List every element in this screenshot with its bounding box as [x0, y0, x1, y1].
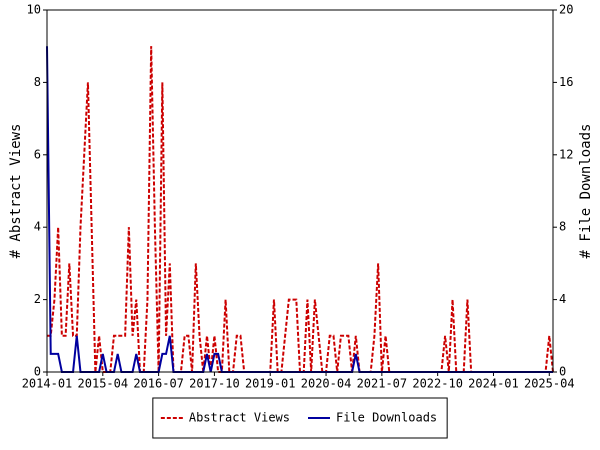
x-tick-label: 2020-04	[301, 377, 352, 391]
x-tick-label: 2024-01	[468, 377, 519, 391]
x-tick-label: 2022-10	[412, 377, 463, 391]
x-tick-label: 2021-07	[357, 377, 408, 391]
y-tick-label: 4	[34, 220, 41, 234]
y2-tick-label: 20	[559, 3, 573, 17]
y-tick-label: 6	[34, 147, 41, 161]
x-tick-label: 2019-01	[245, 377, 296, 391]
x-tick-label: 2017-10	[189, 377, 240, 391]
legend-label: File Downloads	[336, 411, 437, 425]
y-tick-label: 0	[34, 365, 41, 379]
legend-label: Abstract Views	[189, 411, 290, 425]
x-tick-label: 2014-01	[22, 377, 73, 391]
legend-box	[152, 397, 448, 439]
y-tick-label: 10	[27, 3, 41, 17]
y-tick-label: 2	[34, 292, 41, 306]
y2-tick-label: 4	[559, 292, 566, 306]
y2-tick-label: 8	[559, 220, 566, 234]
x-tick-label: 2025-04	[524, 377, 575, 391]
y2-tick-label: 0	[559, 365, 566, 379]
x-tick-label: 2015-04	[78, 377, 129, 391]
y2-axis-label: # File Downloads	[578, 124, 594, 259]
series-line	[47, 46, 554, 373]
x-tick-label: 2016-07	[133, 377, 184, 391]
y2-tick-label: 16	[559, 75, 573, 89]
y-axis-label: # Abstract Views	[8, 124, 24, 259]
plot-frame	[46, 9, 554, 373]
y2-tick-label: 12	[559, 147, 573, 161]
y-tick-label: 8	[34, 75, 41, 89]
